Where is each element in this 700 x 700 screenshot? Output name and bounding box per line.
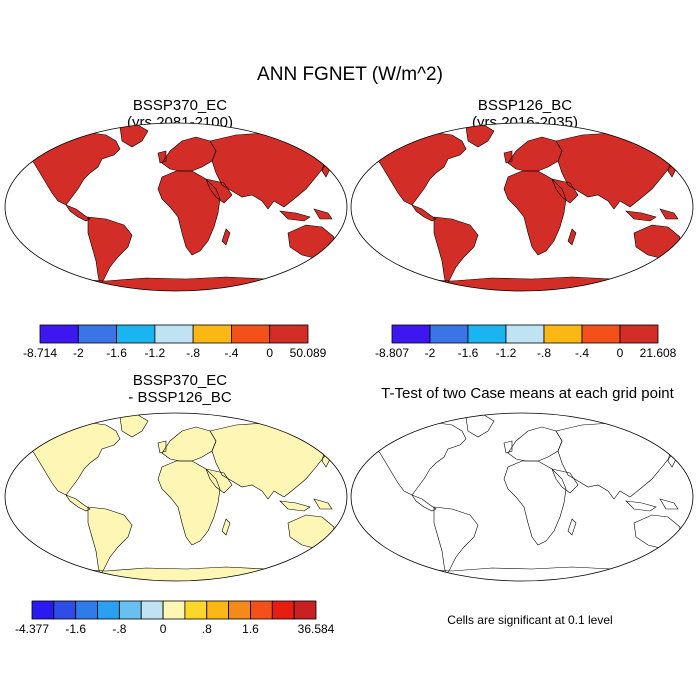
colorbar-3-box-13 bbox=[293, 600, 317, 620]
colorbar-1-label-2: -2 bbox=[73, 346, 84, 360]
map-panel-3 bbox=[4, 412, 348, 582]
colorbar-1-label-1: -8.714 bbox=[23, 346, 57, 360]
significance-note: Cells are significant at 0.1 level bbox=[447, 613, 613, 627]
colorbar-3-box-3 bbox=[75, 600, 98, 620]
colorbar-2-box-7 bbox=[619, 324, 659, 344]
panel-3-title-line-2: - BSSP126_BC bbox=[128, 389, 232, 406]
colorbar-2-label-2: -2 bbox=[425, 346, 436, 360]
map-panel-4 bbox=[350, 412, 694, 582]
colorbar-2: -8.807 -2 -1.6 -1.2 -.8 -.4 0 21.608 bbox=[375, 324, 677, 360]
colorbar-3-box-12 bbox=[271, 600, 295, 620]
colorbar-2-label-1: -8.807 bbox=[375, 346, 409, 360]
colorbar-3-box-1 bbox=[31, 600, 55, 620]
colorbar-1-box-2 bbox=[77, 324, 118, 344]
colorbar-2-box-3 bbox=[467, 324, 507, 344]
colorbar-3-box-6 bbox=[140, 600, 164, 620]
map-panel-3-border bbox=[4, 412, 348, 582]
panel-4-title: T-Test of two Case means at each grid po… bbox=[355, 385, 700, 402]
colorbar-1-box-3 bbox=[116, 324, 156, 344]
colorbar-1-box-1 bbox=[39, 324, 79, 344]
colorbar-3-box-10 bbox=[228, 600, 251, 620]
colorbar-2-box-1 bbox=[391, 324, 431, 344]
colorbar-2-box-5 bbox=[543, 324, 583, 344]
panel-3-title-line-1: BSSP370_EC bbox=[132, 372, 228, 389]
colorbar-3-box-4 bbox=[97, 600, 120, 620]
figure-title: ANN FGNET (W/m^2) bbox=[257, 64, 443, 85]
colorbars: -8.714 -2 -1.6 -1.2 -.8 -.4 0 50.089 -8.807 -2 -1.… bbox=[15, 324, 677, 636]
map-panels bbox=[4, 122, 694, 582]
panel-1-title-line-1: BSSP370_EC bbox=[132, 97, 228, 114]
colorbar-1-box-6 bbox=[230, 324, 271, 344]
colorbar-3-label-3: -.8 bbox=[112, 622, 126, 636]
map-panel-1-border bbox=[4, 122, 348, 292]
colorbar-1-box-5 bbox=[192, 324, 232, 344]
colorbar-1-label-3: -1.6 bbox=[106, 346, 127, 360]
colorbar-1-label-8: 50.089 bbox=[290, 346, 327, 360]
colorbar-3-label-1: -4.377 bbox=[15, 622, 49, 636]
colorbar-1: -8.714 -2 -1.6 -1.2 -.8 -.4 0 50.089 bbox=[23, 324, 327, 360]
colorbar-2-box-2 bbox=[429, 324, 469, 344]
colorbar-3-label-2: -1.6 bbox=[65, 622, 86, 636]
colorbar-3-box-2 bbox=[53, 600, 76, 620]
colorbar-1-label-5: -.8 bbox=[186, 346, 200, 360]
panel-4-title-line-1: T-Test of two Case means at each grid po… bbox=[381, 385, 674, 402]
panel-2-title-line-1: BSSP126_BC bbox=[477, 97, 573, 114]
colorbar-3: -4.377 -1.6 -.8 0 .8 1.6 36.584 bbox=[15, 600, 335, 636]
map-panel-2-border bbox=[350, 122, 694, 292]
colorbar-2-label-6: -.4 bbox=[575, 346, 589, 360]
colorbar-1-box-4 bbox=[154, 324, 194, 344]
colorbar-3-label-6: 1.6 bbox=[242, 622, 259, 636]
colorbar-2-box-6 bbox=[581, 324, 621, 344]
colorbar-3-box-11 bbox=[250, 600, 273, 620]
colorbar-1-box-7 bbox=[269, 324, 309, 344]
colorbar-3-box-5 bbox=[119, 600, 142, 620]
colorbar-1-label-6: -.4 bbox=[224, 346, 238, 360]
colorbar-3-label-4: 0 bbox=[160, 622, 167, 636]
colorbar-3-label-7: 36.584 bbox=[298, 622, 335, 636]
colorbar-2-label-4: -1.2 bbox=[496, 346, 517, 360]
colorbar-2-label-3: -1.6 bbox=[458, 346, 479, 360]
colorbar-3-box-7 bbox=[162, 600, 186, 620]
map-panel-1 bbox=[4, 122, 348, 292]
colorbar-2-box-4 bbox=[505, 324, 545, 344]
colorbar-2-label-5: -.8 bbox=[537, 346, 551, 360]
colorbar-2-label-8: 21.608 bbox=[640, 346, 677, 360]
colorbar-3-label-5: .8 bbox=[202, 622, 212, 636]
colorbar-1-label-7: 0 bbox=[266, 346, 273, 360]
panel-3-title: BSSP370_EC - BSSP126_BC bbox=[60, 372, 300, 406]
colorbar-3-box-8 bbox=[184, 600, 208, 620]
colorbar-1-label-4: -1.2 bbox=[145, 346, 166, 360]
map-panel-4-border bbox=[350, 412, 694, 582]
colorbar-3-box-9 bbox=[206, 600, 230, 620]
colorbar-2-label-7: 0 bbox=[617, 346, 624, 360]
map-panel-2 bbox=[350, 122, 694, 292]
